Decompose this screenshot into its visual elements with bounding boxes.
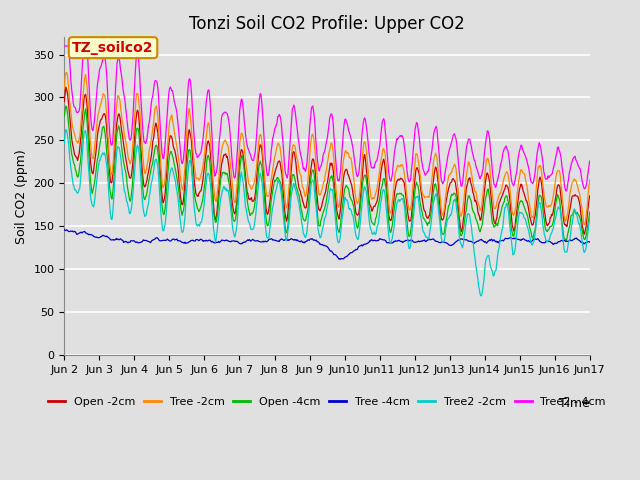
Open -4cm bbox=[178, 212, 186, 218]
Tree2 - 4cm bbox=[70, 104, 77, 109]
Open -2cm bbox=[407, 218, 415, 224]
Tree2 - 4cm bbox=[406, 178, 414, 184]
Line: Open -2cm: Open -2cm bbox=[65, 87, 589, 234]
Tree2 -2cm bbox=[206, 177, 214, 183]
Tree2 - 4cm bbox=[563, 188, 570, 194]
Open -4cm bbox=[407, 228, 415, 234]
Tree2 -2cm bbox=[407, 243, 415, 249]
Open -4cm bbox=[392, 198, 399, 204]
Line: Tree2 -2cm: Tree2 -2cm bbox=[65, 130, 589, 296]
Line: Tree -2cm: Tree -2cm bbox=[65, 72, 589, 225]
Open -2cm bbox=[206, 143, 214, 149]
Tree2 - 4cm bbox=[391, 148, 399, 154]
Open -4cm bbox=[61, 113, 68, 119]
Tree -2cm bbox=[71, 132, 79, 138]
Tree2 -2cm bbox=[477, 293, 484, 299]
Tree2 -2cm bbox=[62, 127, 70, 132]
Tree -4cm bbox=[337, 256, 344, 262]
Tree2 -2cm bbox=[71, 187, 79, 192]
Text: TZ_soilco2: TZ_soilco2 bbox=[72, 41, 154, 55]
Tree -4cm bbox=[407, 237, 415, 243]
Legend: Open -2cm, Tree -2cm, Open -4cm, Tree -4cm, Tree2 -2cm, Tree2 - 4cm: Open -2cm, Tree -2cm, Open -4cm, Tree -4… bbox=[44, 393, 611, 412]
Tree2 -2cm bbox=[61, 141, 68, 146]
Open -4cm bbox=[125, 192, 132, 198]
Open -4cm bbox=[71, 162, 79, 168]
Open -2cm bbox=[71, 152, 79, 158]
Tree -4cm bbox=[70, 229, 77, 235]
Tree -4cm bbox=[392, 238, 399, 244]
Open -2cm bbox=[586, 193, 593, 199]
Tree -2cm bbox=[178, 186, 186, 192]
Text: Time: Time bbox=[559, 396, 589, 409]
Tree -2cm bbox=[63, 70, 70, 75]
Tree2 - 4cm bbox=[205, 87, 213, 93]
Tree -4cm bbox=[124, 240, 132, 246]
Line: Tree -4cm: Tree -4cm bbox=[65, 230, 589, 259]
Tree -4cm bbox=[61, 227, 68, 233]
Tree -2cm bbox=[580, 222, 588, 228]
Tree2 - 4cm bbox=[61, 43, 68, 49]
Open -2cm bbox=[392, 186, 399, 192]
Y-axis label: Soil CO2 (ppm): Soil CO2 (ppm) bbox=[15, 149, 28, 244]
Tree2 - 4cm bbox=[586, 158, 593, 164]
Open -2cm bbox=[62, 84, 70, 90]
Tree2 - 4cm bbox=[124, 126, 132, 132]
Open -2cm bbox=[580, 231, 588, 237]
Tree2 -2cm bbox=[586, 216, 593, 221]
Tree2 - 4cm bbox=[177, 158, 185, 164]
Line: Open -4cm: Open -4cm bbox=[65, 106, 589, 241]
Tree -2cm bbox=[206, 129, 214, 135]
Tree -2cm bbox=[125, 157, 132, 163]
Open -2cm bbox=[61, 98, 68, 104]
Tree -2cm bbox=[61, 86, 68, 92]
Tree2 -2cm bbox=[178, 229, 186, 235]
Tree -4cm bbox=[205, 238, 213, 243]
Line: Tree2 - 4cm: Tree2 - 4cm bbox=[65, 46, 589, 191]
Tree -2cm bbox=[586, 177, 593, 183]
Open -2cm bbox=[178, 202, 186, 207]
Tree -4cm bbox=[177, 239, 185, 245]
Tree2 -2cm bbox=[125, 205, 132, 211]
Open -2cm bbox=[125, 171, 132, 177]
Open -4cm bbox=[206, 159, 214, 165]
Open -4cm bbox=[62, 103, 70, 109]
Tree -2cm bbox=[407, 205, 415, 211]
Tree2 -2cm bbox=[392, 210, 399, 216]
Open -4cm bbox=[563, 238, 570, 244]
Tree -2cm bbox=[392, 169, 399, 175]
Title: Tonzi Soil CO2 Profile: Upper CO2: Tonzi Soil CO2 Profile: Upper CO2 bbox=[189, 15, 465, 33]
Open -4cm bbox=[586, 209, 593, 215]
Tree -4cm bbox=[586, 239, 593, 245]
